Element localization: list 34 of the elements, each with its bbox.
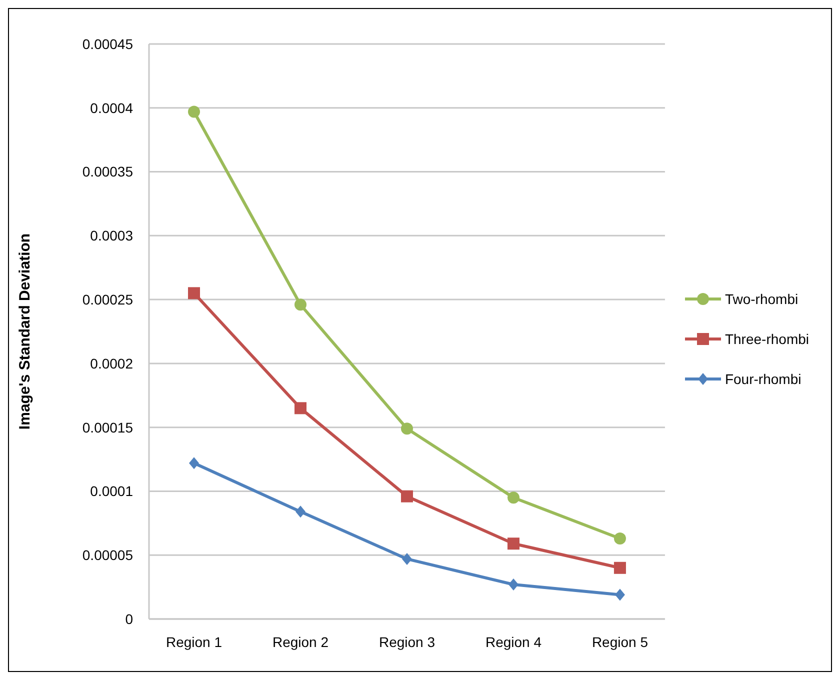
x-tick-label: Region 1	[166, 634, 222, 650]
y-tick-label: 0	[125, 610, 134, 627]
y-tick-label: 0.00025	[82, 292, 134, 308]
x-tick-label: Region 4	[485, 634, 542, 650]
y-tick-label: 0.00035	[82, 164, 134, 180]
legend-label: Two-rhombi	[724, 291, 798, 307]
point	[614, 532, 626, 544]
point	[188, 287, 200, 300]
y-tick-label: 0.0004	[90, 100, 134, 116]
y-tick-label: 0.0001	[90, 483, 134, 500]
y-tick-label: 0.00015	[82, 419, 134, 436]
point	[614, 588, 625, 601]
y-tick-label: 0.00005	[82, 547, 134, 564]
point	[400, 490, 413, 502]
legend-label: Four-rhombi	[724, 371, 802, 387]
point	[189, 457, 199, 470]
point	[188, 106, 200, 118]
point	[295, 506, 306, 518]
y-axis-title: Image's Standard Deviation	[16, 233, 34, 430]
point	[294, 402, 306, 414]
y-tick-label: 0.00045	[82, 36, 134, 52]
point	[508, 578, 518, 590]
y-tick-label: 0.0003	[90, 228, 134, 244]
y-tick-label: 0.0002	[90, 355, 134, 372]
x-tick-label: Region 5	[592, 634, 648, 650]
point	[294, 298, 306, 311]
point	[507, 538, 520, 550]
point	[507, 492, 520, 504]
point	[402, 552, 412, 565]
point	[400, 422, 413, 435]
legend-label: Three-rhombi	[724, 331, 809, 347]
x-tick-label: Region 2	[272, 634, 329, 650]
point	[614, 562, 626, 574]
x-tick-label: Region 3	[378, 634, 436, 650]
